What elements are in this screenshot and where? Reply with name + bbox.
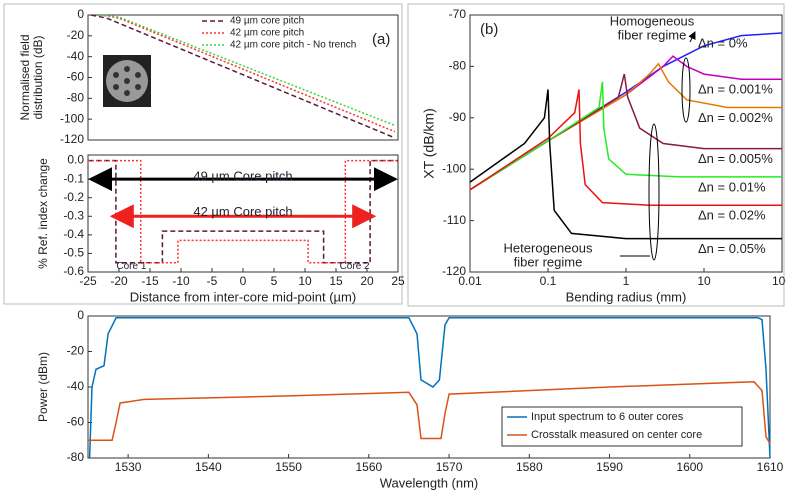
- legend-label: 42 µm core pitch: [230, 28, 304, 39]
- x-tick-label: 1: [623, 274, 630, 288]
- x-tick-label: 10: [298, 274, 312, 288]
- x-tick-label: 1560: [355, 460, 382, 474]
- x-axis-title: Bending radius (mm): [566, 289, 687, 304]
- x-tick-label: 1600: [676, 460, 703, 474]
- y-tick-label: 0: [77, 308, 84, 322]
- legend-label: 49 µm core pitch: [230, 16, 304, 27]
- y-tick-label: -0.6: [63, 264, 84, 278]
- x-tick-label: -15: [141, 274, 159, 288]
- x-axis-title: Distance from inter-core mid-point (µm): [130, 289, 356, 304]
- data-line: [100, 14, 396, 127]
- series-label: Δn = 0.05%: [698, 241, 766, 256]
- series-label: Δn = 0.001%: [698, 82, 773, 97]
- regime-ellipse: [681, 57, 691, 123]
- x-tick-label: 10: [697, 274, 711, 288]
- y-tick-label: -70: [449, 7, 467, 21]
- data-line: [100, 14, 396, 133]
- panel-a-frame: [3, 3, 403, 305]
- annotation: Core 2: [340, 261, 370, 272]
- x-tick-label: 1580: [516, 460, 543, 474]
- x-tick-label: 1550: [275, 460, 302, 474]
- x-tick-label: 0: [240, 274, 247, 288]
- legend-label: 42 µm core pitch - No trench: [230, 40, 356, 51]
- legend-box: [501, 406, 743, 447]
- y-tick-label: -90: [449, 110, 467, 124]
- x-tick-label: -20: [110, 274, 128, 288]
- x-tick-label: -10: [172, 274, 190, 288]
- x-tick-label: 15: [329, 274, 343, 288]
- regime-arrow: [688, 31, 696, 43]
- plot-frame: [469, 14, 783, 273]
- y-tick-label: -0.1: [63, 171, 84, 185]
- x-axis-title: Wavelength (nm): [380, 475, 479, 490]
- x-tick-label: -5: [207, 274, 218, 288]
- y-tick-label: -120: [60, 132, 84, 146]
- data-line: [469, 81, 782, 191]
- y-axis-title: Power (dBm): [36, 352, 50, 422]
- x-tick-label: -25: [79, 274, 97, 288]
- x-tick-label: 100: [772, 274, 786, 288]
- y-tick-label: -120: [442, 264, 466, 278]
- data-line: [469, 89, 782, 240]
- x-tick-label: 0.1: [540, 274, 557, 288]
- annotation: Homogeneous: [610, 13, 695, 28]
- y-axis-title: % Ref. index change: [36, 158, 50, 269]
- y-axis-title: XT (dB/km): [421, 108, 437, 179]
- x-tick-label: 20: [360, 274, 374, 288]
- x-tick-label: 1540: [195, 460, 222, 474]
- y-tick-label: -0.5: [63, 246, 84, 260]
- data-line: [88, 380, 771, 445]
- x-tick-label: 1610: [757, 460, 784, 474]
- y-tick-label: -40: [67, 379, 85, 393]
- annotation: Heterogeneous: [504, 240, 593, 255]
- series-label: Δn = 0%: [698, 35, 748, 50]
- series-label: Δn = 0.002%: [698, 110, 773, 125]
- y-tick-label: -20: [67, 344, 85, 358]
- data-line: [469, 89, 782, 206]
- panel-b-frame: [407, 3, 785, 307]
- x-tick-label: 1530: [115, 460, 142, 474]
- y-tick-label: -0.4: [63, 227, 84, 241]
- annotation: fiber regime: [514, 254, 583, 269]
- series-label: Δn = 0.02%: [698, 208, 766, 223]
- annotation: 49 µm Core pitch: [193, 169, 292, 184]
- y-tick-label: -80: [67, 91, 85, 105]
- x-tick-label: 1590: [596, 460, 623, 474]
- y-tick-label: -20: [67, 28, 85, 42]
- panel-label: (a): [372, 31, 390, 48]
- series-label: Δn = 0.005%: [698, 151, 773, 166]
- legend-label: Crosstalk measured on center core: [531, 429, 702, 441]
- data-line: [88, 317, 771, 459]
- series-label: Δn = 0.01%: [698, 179, 766, 194]
- y-tick-label: -110: [443, 213, 466, 227]
- regime-ellipse: [648, 123, 660, 261]
- legend-label: Input spectrum to 6 outer cores: [531, 411, 684, 423]
- y-axis-title: distribution (dB): [31, 35, 45, 119]
- annotation: fiber regime: [618, 27, 687, 42]
- y-tick-label: -40: [67, 49, 85, 63]
- y-tick-label: -0.3: [63, 208, 84, 222]
- y-tick-label: 0.0: [67, 153, 84, 167]
- y-tick-label: -0.2: [63, 190, 84, 204]
- y-tick-label: -60: [67, 70, 85, 84]
- y-tick-label: -80: [67, 450, 85, 464]
- x-tick-label: 25: [391, 274, 405, 288]
- y-tick-label: -100: [60, 111, 84, 125]
- annotation: Core 1: [116, 261, 146, 272]
- fiber-inset: [103, 55, 151, 107]
- y-tick-label: -80: [449, 59, 467, 73]
- x-tick-label: 5: [271, 274, 278, 288]
- annotation: 42 µm Core pitch: [193, 204, 292, 219]
- y-tick-label: 0: [77, 7, 84, 21]
- panel-label: (b): [480, 21, 498, 38]
- x-tick-label: 0.01: [458, 274, 482, 288]
- y-axis-title: Normalised field: [18, 34, 32, 120]
- y-tick-label: -60: [67, 415, 85, 429]
- y-tick-label: -100: [442, 161, 466, 175]
- x-tick-label: 1570: [436, 460, 463, 474]
